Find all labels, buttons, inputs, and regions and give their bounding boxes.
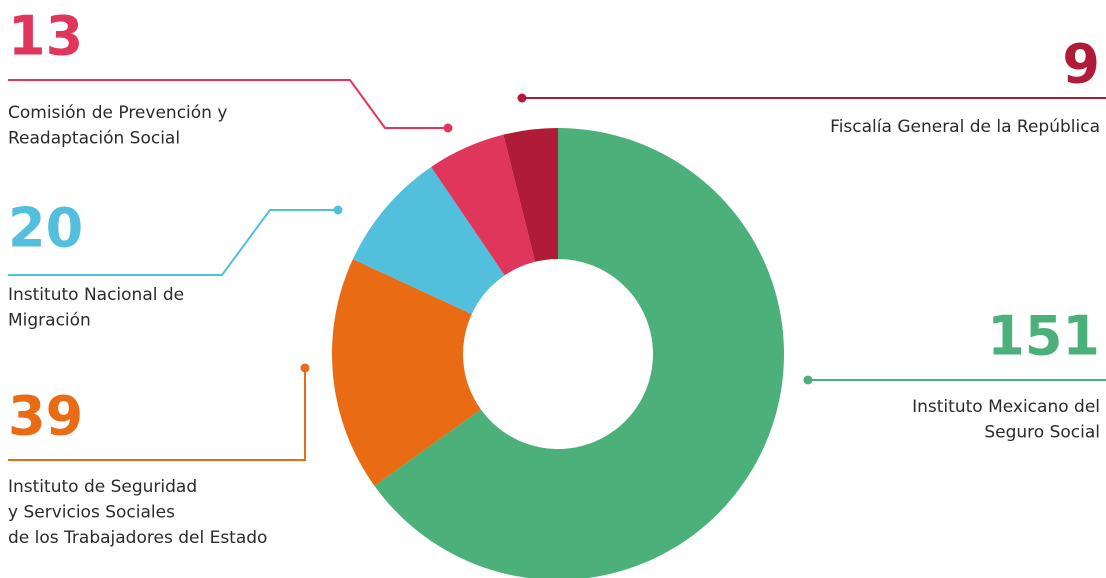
leader-line [8,79,448,129]
slice [332,259,481,486]
category-label: Comisión de Prevención y Readaptación Soc… [8,103,227,149]
label-line: Instituto Mexicano del [912,397,1100,417]
slice [352,166,505,315]
slice [503,128,558,262]
value-label: 9 [1062,33,1100,96]
value-label: 13 [8,5,83,68]
leader-dot [443,123,453,133]
leader-dot [333,205,343,215]
leader-dot [517,93,527,103]
label-line: Seguro Social [984,423,1100,443]
value-label: 151 [987,305,1100,368]
leader-line [8,368,306,461]
category-label: Fiscalía General de la República [830,117,1100,137]
leader-dot [300,363,310,373]
leader-line [8,209,338,276]
label-line: y Servicios Sociales [8,503,175,523]
leader-dot [803,375,813,385]
label-line: Instituto Nacional de [8,285,184,305]
category-label: Instituto Nacional de Migración [8,285,184,331]
label-line: Fiscalía General de la República [830,117,1100,137]
label-line: de los Trabajadores del Estado [8,528,267,548]
slice [374,128,784,578]
value-label: 20 [8,197,83,260]
label-line: Comisión de Prevención y [8,103,227,123]
label-line: Readaptación Social [8,129,180,149]
value-label: 39 [8,385,83,448]
label-line: Instituto de Seguridad [8,477,197,497]
slice [431,134,536,276]
category-label: Instituto de Seguridad y Servicios Social… [8,477,267,548]
category-label: Instituto Mexicano del Seguro Social [912,397,1100,443]
label-line: Migración [8,311,91,331]
